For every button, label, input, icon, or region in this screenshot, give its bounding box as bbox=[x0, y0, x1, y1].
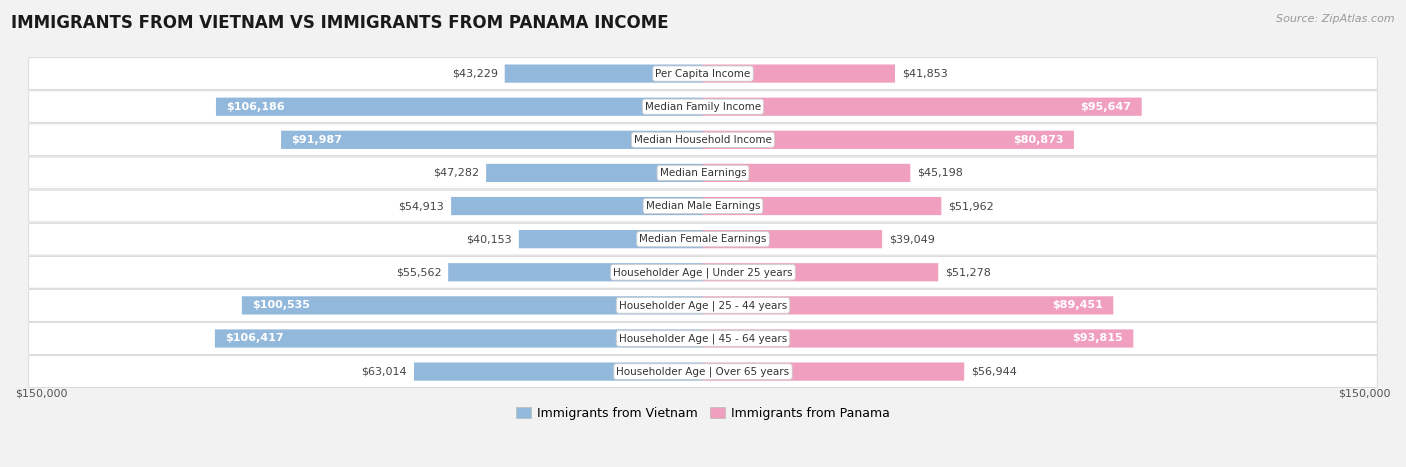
FancyBboxPatch shape bbox=[449, 263, 703, 281]
FancyBboxPatch shape bbox=[281, 131, 703, 149]
FancyBboxPatch shape bbox=[28, 256, 1378, 288]
Text: $41,853: $41,853 bbox=[901, 69, 948, 78]
Text: $39,049: $39,049 bbox=[889, 234, 935, 244]
Text: $45,198: $45,198 bbox=[917, 168, 963, 178]
FancyBboxPatch shape bbox=[28, 290, 1378, 321]
FancyBboxPatch shape bbox=[217, 98, 703, 116]
FancyBboxPatch shape bbox=[28, 58, 1378, 90]
Text: $55,562: $55,562 bbox=[395, 267, 441, 277]
FancyBboxPatch shape bbox=[28, 124, 1378, 156]
Text: Householder Age | 25 - 44 years: Householder Age | 25 - 44 years bbox=[619, 300, 787, 311]
Text: Median Family Income: Median Family Income bbox=[645, 102, 761, 112]
Text: $54,913: $54,913 bbox=[398, 201, 444, 211]
Text: $80,873: $80,873 bbox=[1014, 135, 1063, 145]
Text: $106,186: $106,186 bbox=[226, 102, 285, 112]
Text: Median Female Earnings: Median Female Earnings bbox=[640, 234, 766, 244]
Text: Median Male Earnings: Median Male Earnings bbox=[645, 201, 761, 211]
Text: Median Earnings: Median Earnings bbox=[659, 168, 747, 178]
FancyBboxPatch shape bbox=[413, 362, 703, 381]
Text: $150,000: $150,000 bbox=[15, 389, 67, 399]
Text: Per Capita Income: Per Capita Income bbox=[655, 69, 751, 78]
FancyBboxPatch shape bbox=[486, 164, 703, 182]
Text: $91,987: $91,987 bbox=[291, 135, 343, 145]
Text: Householder Age | Over 65 years: Householder Age | Over 65 years bbox=[616, 366, 790, 377]
FancyBboxPatch shape bbox=[703, 64, 896, 83]
Text: $43,229: $43,229 bbox=[451, 69, 498, 78]
Text: $89,451: $89,451 bbox=[1052, 300, 1102, 311]
FancyBboxPatch shape bbox=[703, 362, 965, 381]
Text: $93,815: $93,815 bbox=[1073, 333, 1123, 344]
FancyBboxPatch shape bbox=[703, 263, 938, 281]
Text: $63,014: $63,014 bbox=[361, 367, 408, 376]
FancyBboxPatch shape bbox=[28, 91, 1378, 123]
FancyBboxPatch shape bbox=[28, 223, 1378, 255]
Text: $106,417: $106,417 bbox=[225, 333, 284, 344]
Text: $100,535: $100,535 bbox=[252, 300, 311, 311]
FancyBboxPatch shape bbox=[215, 329, 703, 347]
Text: IMMIGRANTS FROM VIETNAM VS IMMIGRANTS FROM PANAMA INCOME: IMMIGRANTS FROM VIETNAM VS IMMIGRANTS FR… bbox=[11, 14, 669, 32]
Text: $47,282: $47,282 bbox=[433, 168, 479, 178]
Text: Householder Age | Under 25 years: Householder Age | Under 25 years bbox=[613, 267, 793, 277]
Text: $51,962: $51,962 bbox=[948, 201, 994, 211]
FancyBboxPatch shape bbox=[242, 296, 703, 314]
Text: Householder Age | 45 - 64 years: Householder Age | 45 - 64 years bbox=[619, 333, 787, 344]
Text: $150,000: $150,000 bbox=[1339, 389, 1391, 399]
Text: $56,944: $56,944 bbox=[972, 367, 1017, 376]
FancyBboxPatch shape bbox=[28, 190, 1378, 222]
FancyBboxPatch shape bbox=[28, 157, 1378, 189]
FancyBboxPatch shape bbox=[505, 64, 703, 83]
FancyBboxPatch shape bbox=[28, 356, 1378, 388]
FancyBboxPatch shape bbox=[703, 329, 1133, 347]
FancyBboxPatch shape bbox=[703, 296, 1114, 314]
Text: Median Household Income: Median Household Income bbox=[634, 135, 772, 145]
FancyBboxPatch shape bbox=[28, 323, 1378, 354]
FancyBboxPatch shape bbox=[519, 230, 703, 248]
FancyBboxPatch shape bbox=[451, 197, 703, 215]
Legend: Immigrants from Vietnam, Immigrants from Panama: Immigrants from Vietnam, Immigrants from… bbox=[510, 402, 896, 425]
Text: $51,278: $51,278 bbox=[945, 267, 991, 277]
Text: $40,153: $40,153 bbox=[467, 234, 512, 244]
FancyBboxPatch shape bbox=[703, 98, 1142, 116]
Text: Source: ZipAtlas.com: Source: ZipAtlas.com bbox=[1277, 14, 1395, 24]
FancyBboxPatch shape bbox=[703, 197, 942, 215]
FancyBboxPatch shape bbox=[703, 230, 882, 248]
FancyBboxPatch shape bbox=[703, 131, 1074, 149]
FancyBboxPatch shape bbox=[703, 164, 910, 182]
Text: $95,647: $95,647 bbox=[1080, 102, 1132, 112]
